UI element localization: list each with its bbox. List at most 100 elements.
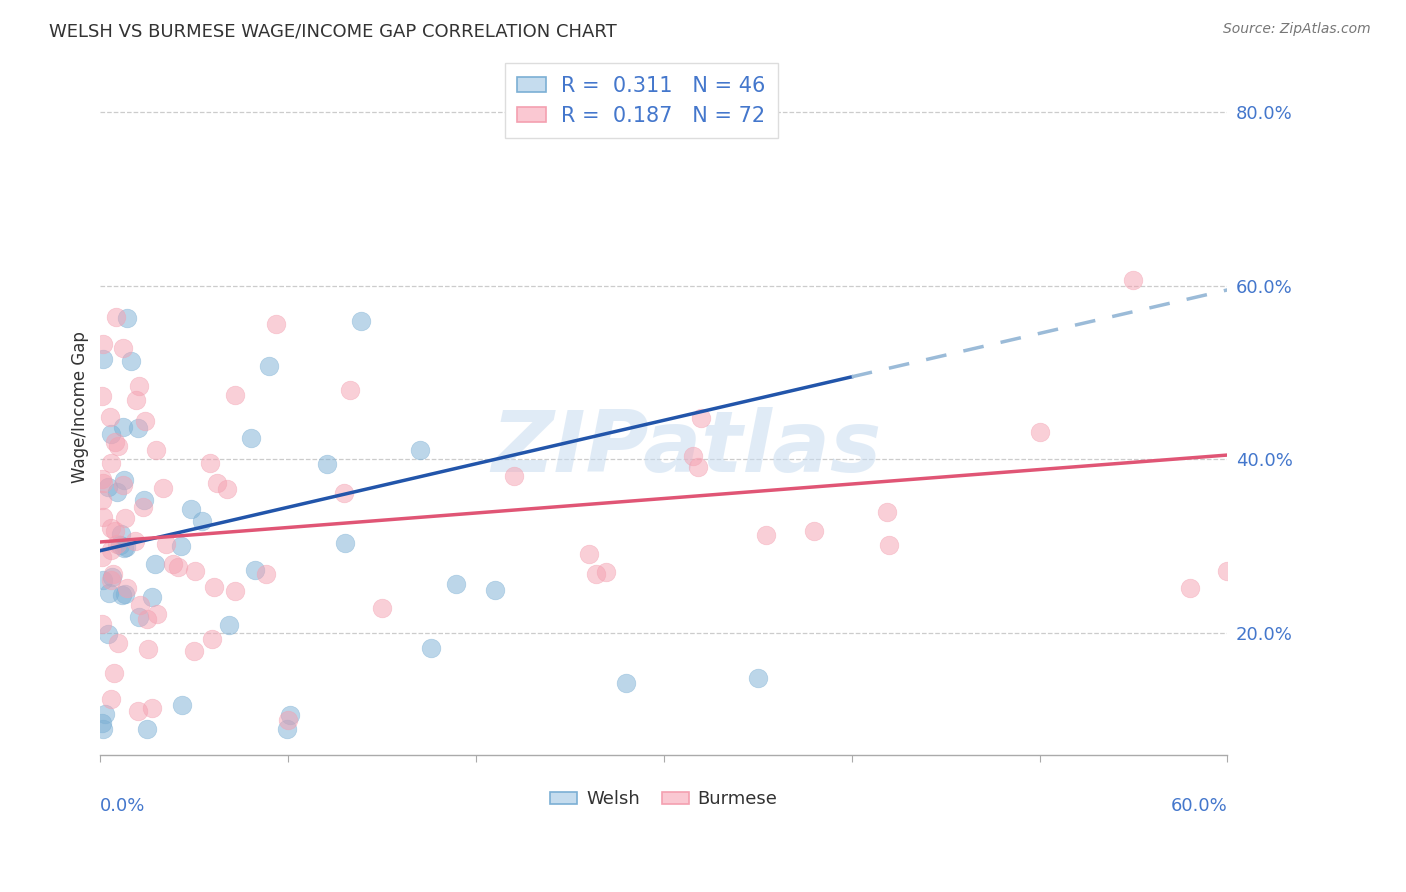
Point bbox=[124, 392, 146, 407]
Point bbox=[100, 692, 122, 706]
Point bbox=[585, 566, 607, 581]
Point bbox=[277, 713, 299, 727]
Point bbox=[104, 524, 127, 538]
Point bbox=[129, 598, 152, 612]
Point bbox=[686, 460, 709, 475]
Point bbox=[127, 421, 149, 435]
Point bbox=[155, 536, 177, 550]
Point bbox=[136, 612, 159, 626]
Point bbox=[276, 722, 298, 736]
Point bbox=[162, 557, 184, 571]
Point bbox=[877, 538, 900, 552]
Point bbox=[682, 449, 704, 463]
Point bbox=[105, 310, 128, 324]
Point bbox=[91, 472, 114, 486]
Point bbox=[127, 704, 149, 718]
Point bbox=[444, 577, 467, 591]
Point bbox=[145, 557, 167, 571]
Point bbox=[128, 610, 150, 624]
Point bbox=[100, 573, 122, 587]
Point bbox=[101, 567, 124, 582]
Point bbox=[876, 504, 898, 518]
Y-axis label: Wage/Income Gap: Wage/Income Gap bbox=[72, 331, 89, 483]
Point bbox=[100, 456, 122, 470]
Point bbox=[128, 379, 150, 393]
Point bbox=[94, 706, 117, 721]
Point bbox=[105, 484, 128, 499]
Text: ZIPatlas: ZIPatlas bbox=[491, 408, 882, 491]
Point bbox=[202, 580, 225, 594]
Point bbox=[97, 480, 120, 494]
Point bbox=[333, 486, 356, 500]
Point bbox=[141, 701, 163, 715]
Text: WELSH VS BURMESE WAGE/INCOME GAP CORRELATION CHART: WELSH VS BURMESE WAGE/INCOME GAP CORRELA… bbox=[49, 22, 617, 40]
Point bbox=[98, 586, 121, 600]
Point bbox=[266, 317, 288, 331]
Point bbox=[111, 588, 134, 602]
Point bbox=[138, 641, 160, 656]
Point bbox=[115, 581, 138, 595]
Point bbox=[152, 481, 174, 495]
Point bbox=[183, 644, 205, 658]
Text: 0.0%: 0.0% bbox=[100, 797, 146, 814]
Point bbox=[120, 353, 142, 368]
Point bbox=[408, 442, 430, 457]
Point bbox=[316, 457, 339, 471]
Point bbox=[183, 564, 205, 578]
Point bbox=[115, 541, 138, 555]
Point bbox=[114, 586, 136, 600]
Point bbox=[100, 543, 122, 558]
Point bbox=[101, 570, 124, 584]
Point bbox=[112, 541, 135, 555]
Point bbox=[100, 521, 122, 535]
Text: 60.0%: 60.0% bbox=[1171, 797, 1227, 814]
Point bbox=[170, 698, 193, 713]
Point bbox=[207, 475, 229, 490]
Point bbox=[180, 502, 202, 516]
Point bbox=[107, 636, 129, 650]
Point bbox=[112, 473, 135, 487]
Point bbox=[132, 500, 155, 514]
Point bbox=[1028, 425, 1050, 439]
Point bbox=[201, 632, 224, 647]
Point bbox=[104, 434, 127, 449]
Point bbox=[224, 584, 246, 599]
Point bbox=[217, 482, 239, 496]
Point bbox=[91, 389, 114, 403]
Point bbox=[484, 583, 506, 598]
Point bbox=[105, 537, 128, 551]
Point bbox=[110, 527, 132, 541]
Point bbox=[91, 476, 114, 491]
Point bbox=[112, 478, 135, 492]
Point bbox=[136, 722, 159, 736]
Point bbox=[1216, 564, 1239, 578]
Point bbox=[339, 383, 361, 397]
Point bbox=[91, 549, 114, 564]
Point bbox=[97, 626, 120, 640]
Point bbox=[502, 468, 524, 483]
Point bbox=[420, 641, 443, 656]
Point bbox=[103, 665, 125, 680]
Point bbox=[170, 540, 193, 554]
Point bbox=[112, 341, 135, 355]
Point bbox=[350, 314, 373, 328]
Point bbox=[132, 492, 155, 507]
Point bbox=[254, 567, 277, 582]
Point bbox=[578, 547, 600, 561]
Point bbox=[1178, 582, 1201, 596]
Point bbox=[145, 442, 167, 457]
Point bbox=[747, 671, 769, 685]
Point bbox=[218, 618, 240, 632]
Point bbox=[108, 538, 131, 552]
Point bbox=[91, 573, 114, 587]
Point bbox=[112, 420, 135, 434]
Point bbox=[333, 535, 356, 549]
Point bbox=[91, 722, 114, 736]
Point bbox=[114, 511, 136, 525]
Point bbox=[690, 411, 713, 425]
Point bbox=[134, 414, 156, 428]
Point bbox=[239, 431, 262, 445]
Point bbox=[115, 311, 138, 326]
Legend: Welsh, Burmese: Welsh, Burmese bbox=[543, 783, 785, 815]
Point bbox=[91, 493, 114, 508]
